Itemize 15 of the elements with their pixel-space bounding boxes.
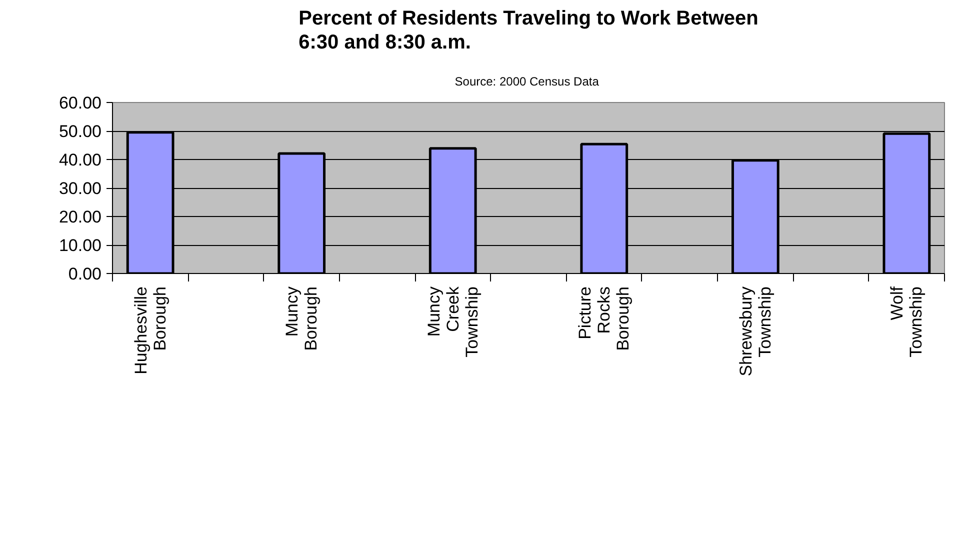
x-tick-label: Wolf Township — [888, 286, 926, 358]
chart-subtitle: Source: 2000 Census Data — [454, 74, 600, 88]
x-tick-label: Shrewsbury Township — [736, 286, 774, 376]
y-tick-label: 10.00 — [58, 236, 102, 255]
x-tick-label: Muncy Borough — [282, 286, 321, 351]
y-tick-label: 40.00 — [58, 150, 102, 170]
y-tick-label: 50.00 — [58, 122, 102, 141]
x-tick-label: Hughesville Borough — [131, 286, 170, 374]
chart-title: Percent of Residents Traveling to Work Between 6:30 and 8:30 a.m. — [298, 7, 758, 54]
y-tick-label: 30.00 — [58, 179, 102, 198]
y-tick-label: 0.00 — [68, 264, 102, 284]
x-tick-label: Picture Rocks Borough — [576, 286, 633, 351]
y-tick-label: 20.00 — [58, 208, 102, 226]
y-tick-label: 60.00 — [58, 94, 102, 112]
x-tick-label: Muncy Creek Township — [424, 286, 482, 358]
